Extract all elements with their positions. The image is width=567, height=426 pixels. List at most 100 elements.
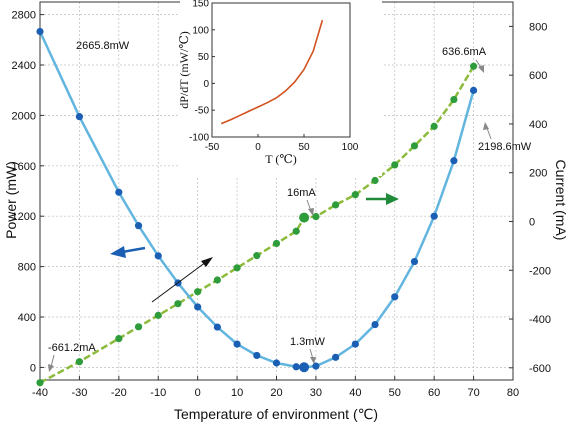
current-point (134, 323, 143, 331)
power-point (75, 113, 84, 121)
y-tick-label: 1200 (12, 211, 36, 223)
y-tick-label: 2000 (12, 110, 36, 122)
power-point (292, 363, 300, 371)
inset-y-tick-label: 0 (203, 79, 209, 90)
x-tick-label: -20 (111, 387, 127, 399)
x-tick-label: 60 (428, 387, 440, 399)
inset-series-line (220, 19, 324, 125)
x-axis-label: Temperature of environment (℃) (174, 406, 378, 422)
power-point (469, 86, 478, 94)
current-series-line (39, 65, 475, 384)
current-point (253, 252, 261, 260)
inset-y-tick-label: -50 (195, 106, 210, 117)
inset-y-tick-label: 100 (192, 25, 209, 36)
x-tick-label: 80 (507, 387, 519, 399)
x-tick-label: 20 (270, 387, 282, 399)
power-point (115, 188, 123, 196)
x-tick-label: 0 (195, 387, 201, 399)
annotation-min-current: -661.2mA (48, 342, 96, 354)
power-series-line (38, 30, 475, 369)
current-point (410, 142, 419, 150)
inset-y-tick-label: 150 (192, 0, 209, 10)
inset-x-axis-label: T (℃) (265, 152, 297, 166)
annotation-end-power: 2198.6mW (478, 141, 532, 153)
y-tick-label: 400 (18, 312, 36, 324)
annotation-arrow-max-current (475, 59, 484, 73)
current-axis-arrow (366, 193, 399, 205)
main-x-ticks: -40 -30 -20 -10 0 10 20 30 40 50 60 70 80 (32, 376, 519, 399)
y-axis-label: Power (mW) (3, 161, 19, 239)
current-point (351, 191, 359, 199)
power-point (391, 293, 399, 301)
current-point (233, 264, 241, 272)
annotation-arrow-min-current (48, 354, 55, 372)
y-tick-label: 0 (30, 362, 36, 374)
power-point (272, 359, 281, 367)
y2-tick-label: 400 (529, 119, 547, 131)
main-y2-ticks: -600 -400 -200 0 200 400 600 800 (509, 21, 551, 375)
main-y-ticks: 0 400 800 1200 1600 2000 2400 2800 (12, 10, 44, 374)
y2-tick-label: -200 (529, 265, 551, 277)
y2-tick-label: 800 (529, 21, 547, 33)
power-point (233, 340, 241, 348)
annotation-arrow-zero-current (306, 199, 314, 216)
current-point (213, 276, 221, 284)
y-tick-label: 2400 (12, 60, 36, 72)
power-point (194, 303, 202, 311)
inset-x-ticks: -50 0 50 100 (205, 134, 359, 153)
x-tick-label: 70 (467, 387, 479, 399)
current-point (36, 379, 44, 387)
inset-y-tick-label: 50 (198, 52, 210, 63)
y2-axis-label: Current (mA) (553, 160, 567, 241)
annotation-max-power: 2665.8mW (76, 40, 130, 52)
inset-plot-frame (211, 2, 351, 138)
current-point (75, 358, 84, 366)
y2-tick-label: -400 (529, 314, 551, 326)
power-point (450, 157, 458, 165)
annotation-arrow-min-power (309, 348, 316, 364)
annotation-min-power: 1.3mW (290, 336, 325, 348)
current-point (469, 62, 478, 70)
x-tick-label: -10 (150, 387, 166, 399)
y2-tick-label: 0 (529, 216, 535, 228)
power-axis-arrow (110, 246, 146, 258)
power-point (154, 252, 162, 260)
power-point (312, 362, 320, 370)
x-tick-label: 30 (310, 387, 322, 399)
current-point (292, 227, 300, 235)
current-point (332, 201, 340, 209)
power-point (371, 320, 379, 329)
annotation-zero-current: 16mA (287, 187, 316, 199)
power-point (410, 257, 419, 266)
power-point (134, 222, 143, 230)
power-point (36, 27, 44, 36)
current-point (371, 176, 379, 185)
y2-tick-label: 600 (529, 70, 547, 82)
current-point (115, 334, 123, 343)
annotation-arrow-end-power (483, 122, 492, 140)
current-point (299, 212, 310, 223)
inset-y-tick-label: -100 (189, 133, 209, 144)
current-point (272, 239, 281, 248)
power-point (299, 362, 310, 373)
y-tick-label: 1600 (12, 161, 36, 173)
power-point (332, 353, 340, 361)
x-tick-label: -30 (71, 387, 87, 399)
inset-series (220, 19, 324, 125)
current-point (430, 122, 438, 130)
y-tick-label: 2800 (12, 10, 36, 22)
power-point (351, 340, 359, 348)
x-tick-label: 10 (231, 387, 243, 399)
x-tick-label: 50 (389, 387, 401, 399)
annotation-max-current: 636.6mA (442, 46, 487, 58)
current-point (154, 311, 162, 319)
current-point (194, 288, 202, 296)
power-point (253, 351, 261, 360)
current-point (450, 95, 458, 104)
current-point (174, 300, 182, 308)
current-point (312, 213, 320, 221)
inset-x-tick-label: -50 (205, 142, 220, 153)
y2-tick-label: -600 (529, 363, 551, 375)
inset-y-axis-label: dP/dT (mW/℃) (177, 31, 191, 109)
